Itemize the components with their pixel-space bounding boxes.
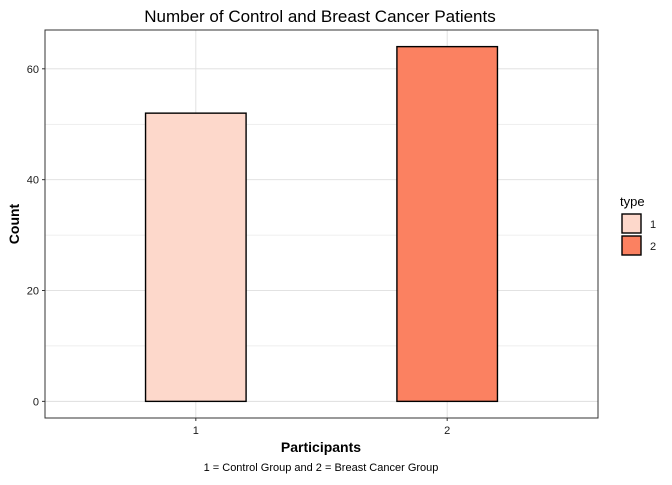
x-tick-label: 2 xyxy=(444,425,450,437)
legend-swatch-1 xyxy=(621,213,642,234)
y-tick-label: 60 xyxy=(27,64,39,76)
legend-swatch-2 xyxy=(621,235,642,256)
legend: type 1 2 xyxy=(620,194,656,256)
y-tick-label: 20 xyxy=(27,286,39,298)
y-axis-ticks: 0 20 40 60 xyxy=(27,64,45,408)
y-axis-title: Count xyxy=(6,203,22,244)
y-tick-label: 0 xyxy=(33,396,39,408)
y-tick-label: 40 xyxy=(27,175,39,187)
legend-label-2: 2 xyxy=(650,241,656,253)
x-axis-title: Participants xyxy=(281,439,361,455)
legend-title: type xyxy=(620,194,645,209)
chart-caption: 1 = Control Group and 2 = Breast Cancer … xyxy=(204,462,439,474)
legend-label-1: 1 xyxy=(650,219,656,231)
bar-1 xyxy=(144,112,247,403)
chart-title: Number of Control and Breast Cancer Pati… xyxy=(144,7,496,26)
x-tick-label: 1 xyxy=(193,425,199,437)
panel-border xyxy=(44,29,599,419)
grid-lines xyxy=(45,30,598,418)
bar-2 xyxy=(396,45,499,403)
bars xyxy=(144,45,499,403)
